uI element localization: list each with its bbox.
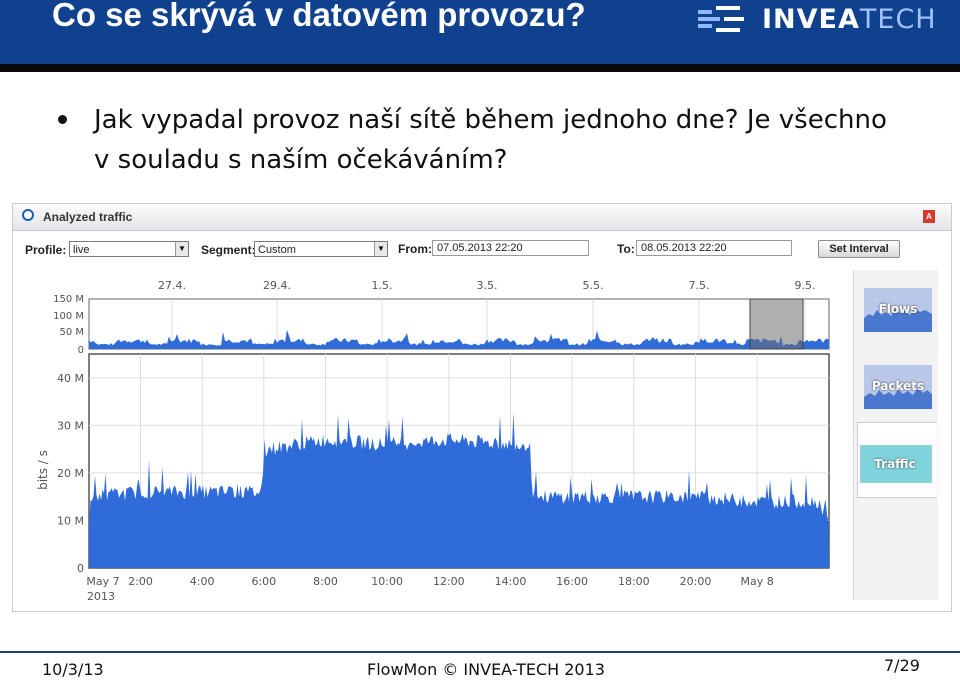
company-logo: INVEATECH [698,4,948,35]
to-label: To: [617,242,635,256]
footer-date: 10/3/13 [42,660,104,679]
chart-type-tabs: Flows Packets Traffic [853,270,938,600]
main-x-tick-label: 20:00 [680,575,712,588]
overview-x-tick-label: 1.5. [372,279,393,292]
main-x-tick-label: May 7 [86,575,119,588]
chevron-down-icon[interactable]: ▼ [175,242,188,256]
main-y-tick-label: 40 M [57,372,84,385]
main-x-tick-label: 12:00 [433,575,465,588]
set-interval-button[interactable]: Set Interval [818,240,900,258]
main-x-tick-label: 2:00 [128,575,153,588]
profile-select[interactable]: live ▼ [69,241,189,257]
main-x-tick-label: 6:00 [251,575,276,588]
tab-flows[interactable]: Flows [864,288,932,332]
segment-value: Custom [258,244,296,256]
tab-flows-label: Flows [878,302,918,316]
from-input[interactable]: 07.05.2013 22:20 [432,240,589,256]
overview-y-tick-label: 50 M [59,327,84,338]
slide-title: Co se skrývá v datovém provozu? [52,0,586,33]
main-x-tick-label: 4:00 [190,575,215,588]
from-label: From: [398,242,432,256]
flows-thumbnail-icon [864,288,932,332]
bullet-dot-icon [58,115,67,124]
overview-y-tick-label: 0 [78,345,84,356]
packets-thumbnail-icon [864,365,932,409]
main-y-tick-label: 20 M [57,467,84,480]
overview-x-tick-label: 3.5. [477,279,498,292]
tab-traffic[interactable]: Traffic [857,422,937,498]
to-input[interactable]: 08.05.2013 22:20 [636,240,792,256]
overview-area [89,329,829,349]
overview-x-tick-label: 27.4. [158,279,186,292]
main-y-tick-label: 30 M [57,419,84,432]
profile-value: live [73,244,90,256]
footer-rule [0,651,960,653]
main-x-tick-label: 16:00 [556,575,588,588]
main-chart: 0 10 M 20 M 30 M 40 M May 7 2:00 4:00 6:00 8:00 10… [36,353,830,603]
main-x-sublabel: 2013 [87,590,115,603]
logo-text: INVEATECH [762,4,937,35]
overview-y-tick-label: 100 M [53,311,84,322]
segment-label: Segment: [201,243,256,257]
chevron-down-icon[interactable]: ▼ [374,242,387,256]
profile-label: Profile: [25,243,67,257]
overview-x-tick-label: 5.5. [583,279,604,292]
main-traffic-area [89,412,829,568]
window-titlebar: Analyzed traffic A [13,204,951,231]
bullet-text: Jak vypadal provoz naší sítě během jedno… [94,105,887,175]
pdf-export-icon[interactable]: A [923,210,935,223]
main-x-tick-label: 8:00 [313,575,338,588]
main-x-tick-label: 18:00 [618,575,650,588]
segment-select[interactable]: Custom ▼ [254,241,388,257]
logo-text-a: INVEA [762,4,860,35]
overview-chart[interactable]: 27.4. 29.4. 1.5. 3.5. 5.5. 7.5. 9.5. 150 M 100 M… [53,279,830,356]
overview-y-tick-label: 150 M [53,294,84,305]
traffic-thumbnail [860,445,932,483]
page-number: 7/29 [884,656,920,675]
flowmon-window: Analyzed traffic A Profile: live ▼ Segme… [12,203,952,612]
window-title: Analyzed traffic [43,210,133,224]
logo-mark-icon [698,6,744,32]
tab-packets[interactable]: Packets [864,365,932,409]
overview-selection-window [749,298,804,350]
main-x-tick-label: 14:00 [495,575,527,588]
logo-text-b: TECH [859,4,937,35]
footer-copyright: FlowMon © INVEA-TECH 2013 [367,660,605,679]
y-axis-label: bits / s [36,450,50,490]
clock-icon [22,209,34,221]
overview-x-tick-label: 29.4. [263,279,291,292]
main-x-tick-label: 10:00 [371,575,403,588]
header-rule [0,64,960,72]
traffic-charts: 27.4. 29.4. 1.5. 3.5. 5.5. 7.5. 9.5. 150 M 100 M… [36,279,830,603]
main-y-tick-label: 10 M [57,514,84,527]
overview-x-tick-label: 9.5. [795,279,816,292]
slide-header: Co se skrývá v datovém provozu? INVEATEC… [0,0,960,64]
main-x-tick-label: May 8 [741,575,774,588]
overview-x-tick-label: 7.5. [689,279,710,292]
main-y-tick-label: 0 [77,562,84,575]
tab-packets-label: Packets [871,379,925,393]
tab-traffic-label: Traffic [874,457,916,471]
